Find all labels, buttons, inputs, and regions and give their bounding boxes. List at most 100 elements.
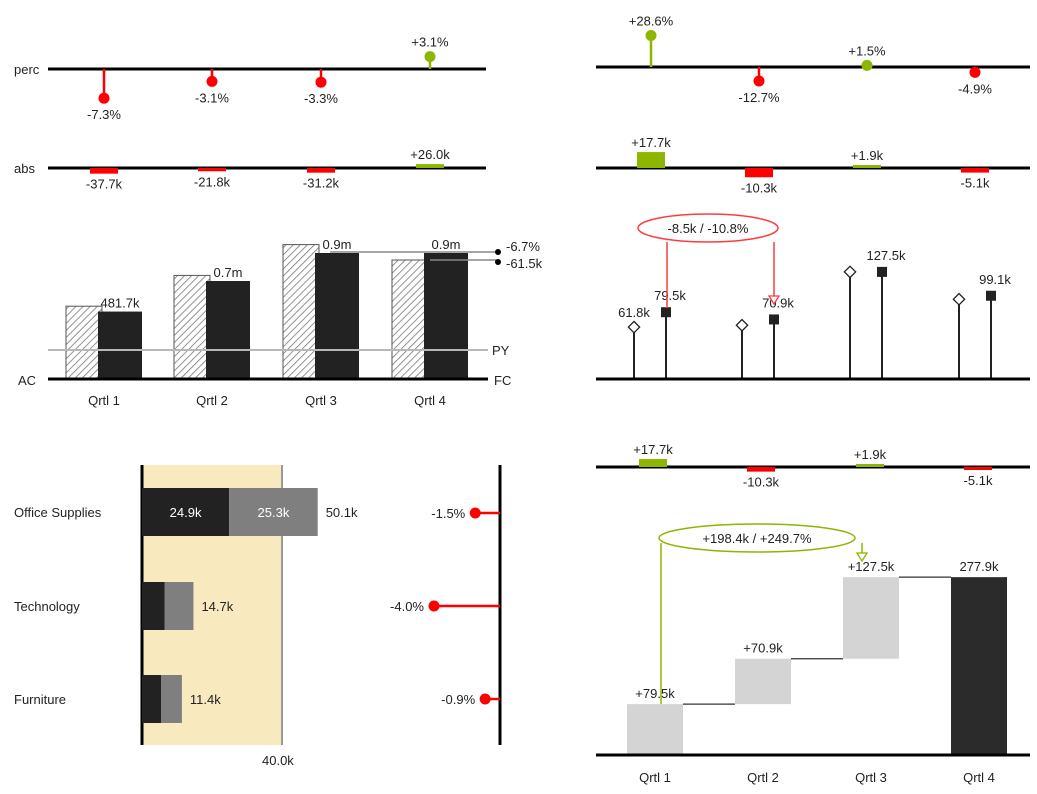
tr-perc-chart: +28.6% -12.7% +1.5% -4.9% [596,14,1030,105]
waterfall-delta-bar [627,704,683,755]
waterfall-total-label: 277.9k [959,559,999,574]
variance-dot [428,600,440,612]
py-bar [391,259,429,380]
category-label: Qrtl 4 [414,393,446,408]
ac-bar [98,311,142,379]
variance-label: +17.7k [633,442,673,457]
variance-label: +26.0k [410,147,450,162]
ac-pin-head [769,314,779,325]
bl-variance-chart: -1.5% -4.0% -0.9% [390,465,502,745]
py-pin-head [952,292,966,306]
stack-segment-ac [142,488,230,536]
py-bar [65,305,103,380]
br-annotation-arrowhead [855,552,869,563]
bl-bars-chart: 40.0k Office Supplies 24.9k 25.3k 50.1k Tech… [14,465,358,768]
variance-label: -37.7k [86,177,123,192]
py-pin-head [627,320,641,334]
ac-pin-label: 99.1k [979,272,1011,287]
waterfall-delta-label: +70.9k [743,641,783,656]
total-label: 50.1k [326,505,358,520]
lollipop-dot [645,30,657,42]
variance-dot [479,693,491,705]
ac-axis-label: AC [18,373,36,388]
category-label: Qrtl 3 [305,393,337,408]
category-label: Qrtl 1 [639,770,671,785]
variance-label: -4.0% [390,599,424,614]
stack-segment-ac [142,675,162,723]
variance-dot [469,507,481,519]
variance-label: -31.2k [303,176,340,191]
ac-value-label: 0.9m [323,237,352,252]
category-label: Qrtl 1 [88,393,120,408]
segment-label-fc: 25.3k [258,505,290,520]
stack-segment-fc [229,488,318,536]
tl-main-chart: 481.7k Qrtl 1 0.7m Qrtl 2 0.9m Qrtl 3 0.9m Qrtl… [18,237,543,408]
br-abs-chart: +17.7k -10.3k +1.9k -5.1k [596,442,1030,490]
tr-annotation-arrowhead [767,295,781,306]
py-bar [173,274,211,380]
segment-label-ac: 24.9k [170,505,202,520]
ac-pin-head [986,290,996,301]
category-label: Qrtl 2 [747,770,779,785]
total-label: 11.4k [190,692,221,707]
tr-annotation-bubble [637,213,779,243]
lollipop-label: -4.9% [958,81,992,96]
category-label: Qrtl 3 [855,770,887,785]
lollipop-label: -3.1% [195,90,229,105]
variance-bar [307,168,335,173]
waterfall-delta-label: +79.5k [635,686,675,701]
ac-value-label: 0.9m [432,237,461,252]
variance-label: -1.5% [431,506,465,521]
py-line-label: PY [492,343,510,358]
row-label-perc: perc [14,62,40,77]
py-pin-head [735,318,749,332]
ac-bar [315,253,359,379]
category-label: Technology [14,599,80,614]
lollipop-label: +3.1% [411,35,449,50]
variance-label: -21.8k [194,174,231,189]
variance-bar [745,168,773,178]
stack-segment-fc [161,675,182,723]
variance-label: +17.7k [631,135,671,150]
variance-abs-label: -61.5k [506,256,543,271]
tr-pin-chart: 61.8k 79.5k 70.9k 127.5k 99.1k -8.5k / -10.8… [596,213,1030,381]
variance-bar [90,168,118,174]
br-annotation-bubble [658,523,856,553]
variance-bar [853,165,881,168]
variance-label: -0.9% [441,692,475,707]
variance-bar [637,152,665,168]
variance-bar [961,168,989,173]
waterfall-delta-bar [735,658,791,705]
lollipop-dot [969,66,981,78]
waterfall-delta-label: +127.5k [848,559,895,574]
variance-label: +1.9k [851,148,884,163]
stack-segment-ac [142,582,165,630]
variance-label: -10.3k [741,180,778,195]
variance-label: +1.9k [854,447,887,462]
category-label: Qrtl 4 [963,770,995,785]
ac-pin-label: 70.9k [762,295,794,310]
py-bar [282,244,320,380]
lollipop-dot [424,51,436,63]
total-label: 14.7k [201,599,233,614]
variance-bar [964,467,992,470]
lollipop-label: -3.3% [304,91,338,106]
lollipop-label: -12.7% [738,90,780,105]
ac-pin-label: 79.5k [654,288,686,303]
tl-perc-chart: perc -7.3% -3.1% -3.3% +3.1% [14,35,486,122]
tl-abs-chart: abs -37.7k -21.8k -31.2k +26.0k [14,147,486,192]
lollipop-dot [861,59,873,71]
py-pin-label: 61.8k [618,305,650,320]
lollipop-dot [98,92,110,104]
variance-percent-label: -6.7% [506,239,540,254]
row-label-abs: abs [14,161,35,176]
br-annotation-label: +198.4k / +249.7% [702,531,812,546]
lollipop-label: +1.5% [848,43,886,58]
ac-bar [424,253,468,379]
fc-axis-label: FC [494,373,511,388]
category-label: Qrtl 2 [196,393,228,408]
variance-bar [198,168,226,172]
tr-abs-chart: +17.7k -10.3k +1.9k -5.1k [596,135,1030,195]
variance-label: -5.1k [964,473,993,488]
